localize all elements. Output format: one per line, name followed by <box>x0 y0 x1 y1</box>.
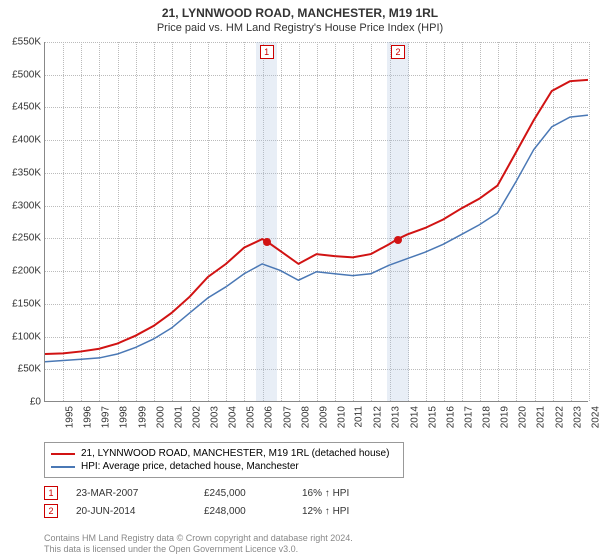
x-axis-label: 1995 <box>64 406 75 428</box>
series-subject <box>45 80 588 354</box>
x-axis-label: 2002 <box>191 406 202 428</box>
x-axis-label: 2013 <box>391 406 402 428</box>
x-axis-label: 2012 <box>373 406 384 428</box>
x-axis-label: 2005 <box>246 406 257 428</box>
legend-item: 21, LYNNWOOD ROAD, MANCHESTER, M19 1RL (… <box>51 447 397 460</box>
y-axis-label: £350K <box>1 167 41 178</box>
attribution-footer: Contains HM Land Registry data © Crown c… <box>44 533 353 556</box>
y-axis-label: £0 <box>1 397 41 408</box>
x-axis-label: 2008 <box>300 406 311 428</box>
y-axis-label: £200K <box>1 266 41 277</box>
legend-label: 21, LYNNWOOD ROAD, MANCHESTER, M19 1RL (… <box>81 448 389 459</box>
y-axis-label: £450K <box>1 102 41 113</box>
sales-row: 1 23-MAR-2007 £245,000 16% ↑ HPI <box>44 484 584 502</box>
x-axis-label: 2021 <box>536 406 547 428</box>
x-axis-label: 1999 <box>137 406 148 428</box>
chart-title: 21, LYNNWOOD ROAD, MANCHESTER, M19 1RL <box>0 0 600 20</box>
x-axis-label: 2009 <box>318 406 329 428</box>
x-axis-label: 2017 <box>463 406 474 428</box>
sales-table: 1 23-MAR-2007 £245,000 16% ↑ HPI 2 20-JUN-201… <box>44 484 584 520</box>
legend-label: HPI: Average price, detached house, Manc… <box>81 461 299 472</box>
legend-item: HPI: Average price, detached house, Manc… <box>51 460 397 473</box>
sale-date: 20-JUN-2014 <box>76 506 186 517</box>
footer-line2: This data is licensed under the Open Gov… <box>44 544 353 556</box>
x-axis-label: 2018 <box>481 406 492 428</box>
x-axis-label: 2011 <box>354 406 365 428</box>
line-svg <box>45 42 588 401</box>
sale-date: 23-MAR-2007 <box>76 488 186 499</box>
sale-number-box: 2 <box>44 504 58 518</box>
x-axis-label: 2010 <box>336 406 347 428</box>
y-axis-label: £150K <box>1 298 41 309</box>
gridline-v <box>589 42 590 401</box>
x-axis-label: 2007 <box>282 406 293 428</box>
sale-number-box: 1 <box>260 45 274 59</box>
x-axis-label: 2014 <box>409 406 420 428</box>
sale-marker <box>394 236 402 244</box>
footer-line1: Contains HM Land Registry data © Crown c… <box>44 533 353 545</box>
sale-number-box: 2 <box>391 45 405 59</box>
chart-container: 21, LYNNWOOD ROAD, MANCHESTER, M19 1RL P… <box>0 0 600 560</box>
sale-marker <box>263 238 271 246</box>
chart-subtitle: Price paid vs. HM Land Registry's House … <box>0 20 600 38</box>
x-axis-label: 2022 <box>554 406 565 428</box>
x-axis-label: 2004 <box>227 406 238 428</box>
x-axis-label: 2006 <box>264 406 275 428</box>
sales-row: 2 20-JUN-2014 £248,000 12% ↑ HPI <box>44 502 584 520</box>
x-axis-label: 1997 <box>101 406 112 428</box>
legend-swatch <box>51 466 75 468</box>
x-axis-label: 2024 <box>590 406 600 428</box>
y-axis-label: £300K <box>1 200 41 211</box>
x-axis-label: 2016 <box>445 406 456 428</box>
x-axis-label: 2003 <box>209 406 220 428</box>
x-axis-label: 2015 <box>427 406 438 428</box>
y-axis-label: £100K <box>1 331 41 342</box>
legend: 21, LYNNWOOD ROAD, MANCHESTER, M19 1RL (… <box>44 442 404 478</box>
y-axis-label: £400K <box>1 135 41 146</box>
x-axis-label: 1998 <box>119 406 130 428</box>
plot-area: £0£50K£100K£150K£200K£250K£300K£350K£400… <box>44 42 588 402</box>
sale-price: £245,000 <box>204 488 284 499</box>
y-axis-label: £50K <box>1 364 41 375</box>
x-axis-label: 2019 <box>499 406 510 428</box>
y-axis-label: £250K <box>1 233 41 244</box>
x-axis-label: 1996 <box>82 406 93 428</box>
y-axis-label: £500K <box>1 69 41 80</box>
x-axis-label: 2020 <box>518 406 529 428</box>
y-axis-label: £550K <box>1 37 41 48</box>
sale-price: £248,000 <box>204 506 284 517</box>
sale-hpi: 12% ↑ HPI <box>302 506 392 517</box>
sale-hpi: 16% ↑ HPI <box>302 488 392 499</box>
x-axis-label: 2023 <box>572 406 583 428</box>
sale-number-box: 1 <box>44 486 58 500</box>
x-axis-label: 2001 <box>173 406 184 428</box>
x-axis-label: 2000 <box>155 406 166 428</box>
legend-swatch <box>51 453 75 455</box>
series-hpi <box>45 115 588 362</box>
